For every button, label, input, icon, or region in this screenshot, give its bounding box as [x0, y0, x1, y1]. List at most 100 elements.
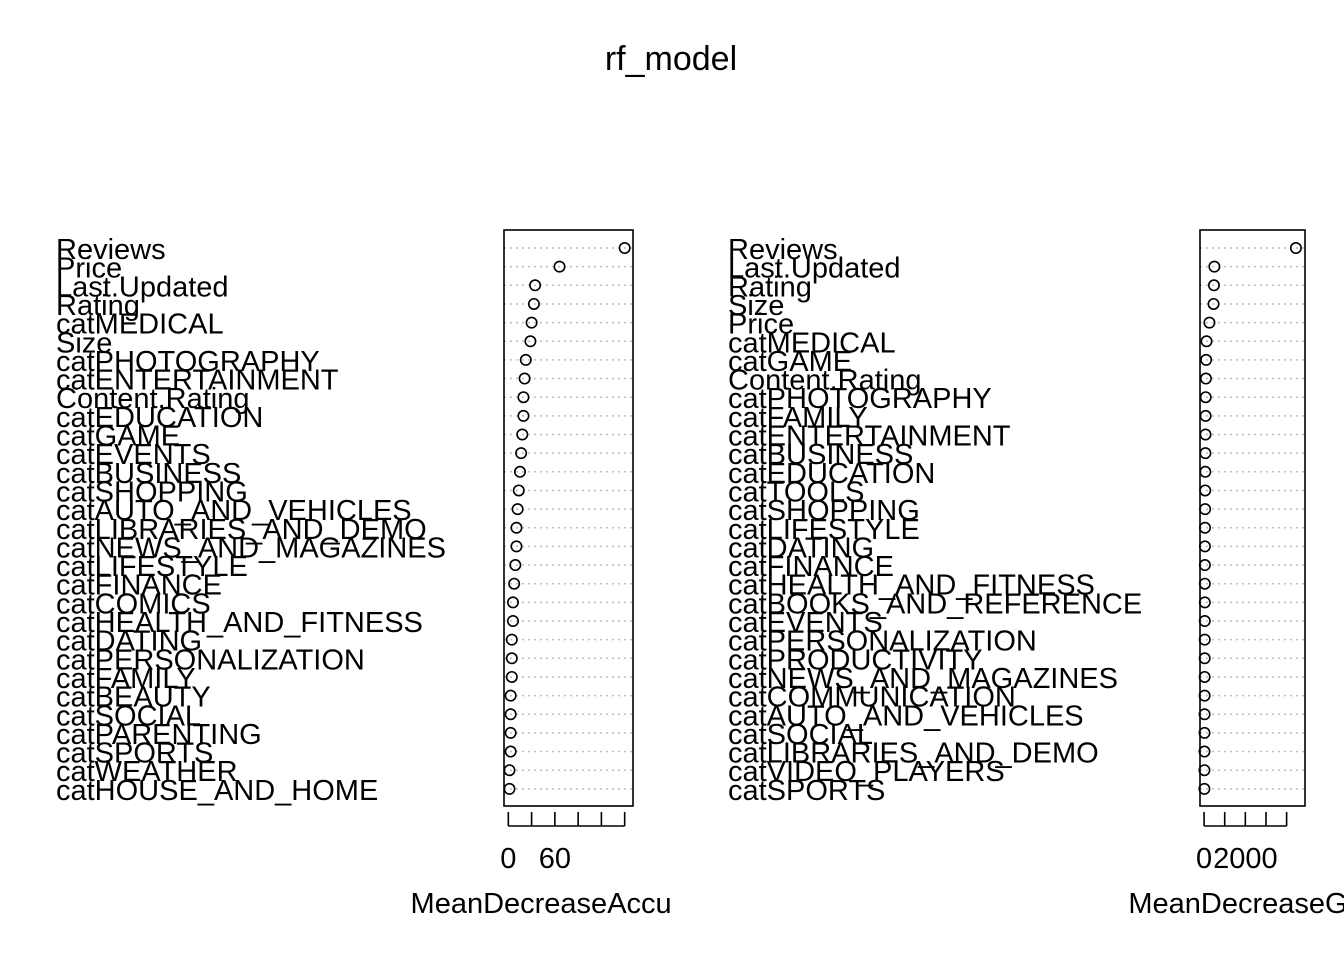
category-label: Last.Updated: [56, 271, 229, 303]
category-label: catHEALTH_AND_FITNESS: [728, 570, 1095, 602]
category-label: Size: [728, 290, 784, 322]
category-label: Price: [56, 253, 122, 285]
data-point: [504, 726, 517, 739]
category-label: catFAMILY: [56, 663, 196, 695]
category-label: catFINANCE: [728, 551, 894, 583]
category-label: catLIBRARIES_AND_DEMO: [56, 514, 427, 546]
data-point: [508, 577, 521, 590]
data-point: [511, 503, 524, 516]
data-point: [1208, 260, 1221, 273]
panel-1: ReviewsPriceLast.UpdatedRatingcatMEDICAL…: [56, 229, 727, 920]
category-label: catSHOPPING: [56, 476, 248, 508]
category-label: catDATING: [56, 626, 202, 658]
category-label: catPERSONALIZATION: [56, 644, 365, 676]
category-label: catGAME: [728, 346, 852, 378]
category-label: catPHOTOGRAPHY: [728, 383, 992, 415]
data-point: [512, 484, 525, 497]
category-label: catAUTO_AND_VEHICLES: [728, 700, 1084, 732]
data-point: [504, 708, 517, 721]
category-label: catLIFESTYLE: [728, 514, 920, 546]
x-tick-label: 60: [539, 843, 571, 875]
category-label: catEDUCATION: [728, 458, 935, 490]
data-point: [1200, 353, 1213, 366]
category-label: catEVENTS: [56, 439, 211, 471]
category-label: catGAME: [56, 421, 180, 453]
data-point: [524, 335, 537, 348]
category-label: catVIDEO_PLAYERS: [728, 756, 1005, 788]
category-label: catFINANCE: [56, 570, 222, 602]
category-label: catBOOKS_AND_REFERENCE: [728, 588, 1142, 620]
category-label: catHEALTH_AND_FITNESS: [56, 607, 423, 639]
data-point: [505, 670, 518, 683]
data-point: [504, 689, 517, 702]
x-tick-label: 0: [1196, 843, 1212, 875]
data-point: [509, 559, 522, 572]
data-point: [516, 428, 529, 441]
category-label: catCOMMUNICATION: [728, 682, 1016, 714]
x-axis-label: MeanDecreaseGini: [1128, 888, 1344, 920]
data-point: [506, 614, 519, 627]
data-point: [1200, 335, 1213, 348]
data-point: [553, 260, 566, 273]
category-label: catNEWS_AND_MAGAZINES: [56, 532, 446, 564]
data-point: [506, 596, 519, 609]
plot-box: [1199, 229, 1306, 807]
category-label: catNEWS_AND_MAGAZINES: [728, 663, 1118, 695]
x-tick-label: 0: [500, 843, 516, 875]
category-label: Last.Updated: [728, 253, 901, 285]
data-point: [517, 391, 530, 404]
data-point: [1207, 279, 1220, 292]
data-point: [513, 465, 526, 478]
category-label: catENTERTAINMENT: [728, 421, 1011, 453]
category-label: catDATING: [728, 532, 874, 564]
plot-box: [503, 229, 634, 807]
category-label: catENTERTAINMENT: [56, 365, 339, 397]
category-label: catSOCIAL: [56, 700, 201, 732]
data-point: [517, 409, 530, 422]
x-tick-label: 2000: [1213, 843, 1278, 875]
category-label: catSPORTS: [728, 775, 885, 807]
category-label: Reviews: [56, 234, 166, 266]
data-point: [1199, 391, 1212, 404]
data-point: [504, 745, 517, 758]
data-point: [1198, 782, 1211, 795]
data-point: [525, 316, 538, 329]
category-label: catFAMILY: [728, 402, 868, 434]
category-label: Size: [56, 327, 112, 359]
data-point: [1199, 372, 1212, 385]
data-point: [519, 353, 532, 366]
category-label: Reviews: [728, 234, 838, 266]
category-label: catAUTO_AND_VEHICLES: [56, 495, 412, 527]
category-label: catMEDICAL: [728, 327, 896, 359]
category-label: catLIFESTYLE: [56, 551, 248, 583]
category-label: catPERSONALIZATION: [728, 626, 1037, 658]
category-label: catEDUCATION: [56, 402, 263, 434]
category-label: Content.Rating: [728, 365, 921, 397]
category-label: catPARENTING: [56, 719, 262, 751]
category-label: catCOMICS: [56, 588, 211, 620]
category-label: catWEATHER: [56, 756, 238, 788]
data-point: [518, 372, 531, 385]
category-label: Rating: [56, 290, 140, 322]
category-label: catLIBRARIES_AND_DEMO: [728, 738, 1099, 770]
category-label: catBUSINESS: [728, 439, 913, 471]
data-point: [505, 633, 518, 646]
data-point: [527, 297, 540, 310]
category-label: catSHOPPING: [728, 495, 920, 527]
category-label: catSOCIAL: [728, 719, 873, 751]
data-point: [510, 540, 523, 553]
data-point: [515, 447, 528, 460]
data-point: [510, 521, 523, 534]
panel-2: ReviewsLast.UpdatedRatingSizePricecatMED…: [728, 229, 1344, 920]
category-label: catBEAUTY: [56, 682, 211, 714]
data-point: [529, 279, 542, 292]
x-axis-label: MeanDecreaseAccuracy: [411, 888, 727, 920]
category-label: catEVENTS: [728, 607, 883, 639]
category-label: Rating: [728, 271, 812, 303]
chart-title: rf_model: [605, 40, 737, 78]
category-label: catMEDICAL: [56, 309, 224, 341]
data-point: [1289, 242, 1302, 255]
data-point: [1207, 297, 1220, 310]
data-point: [1203, 316, 1216, 329]
